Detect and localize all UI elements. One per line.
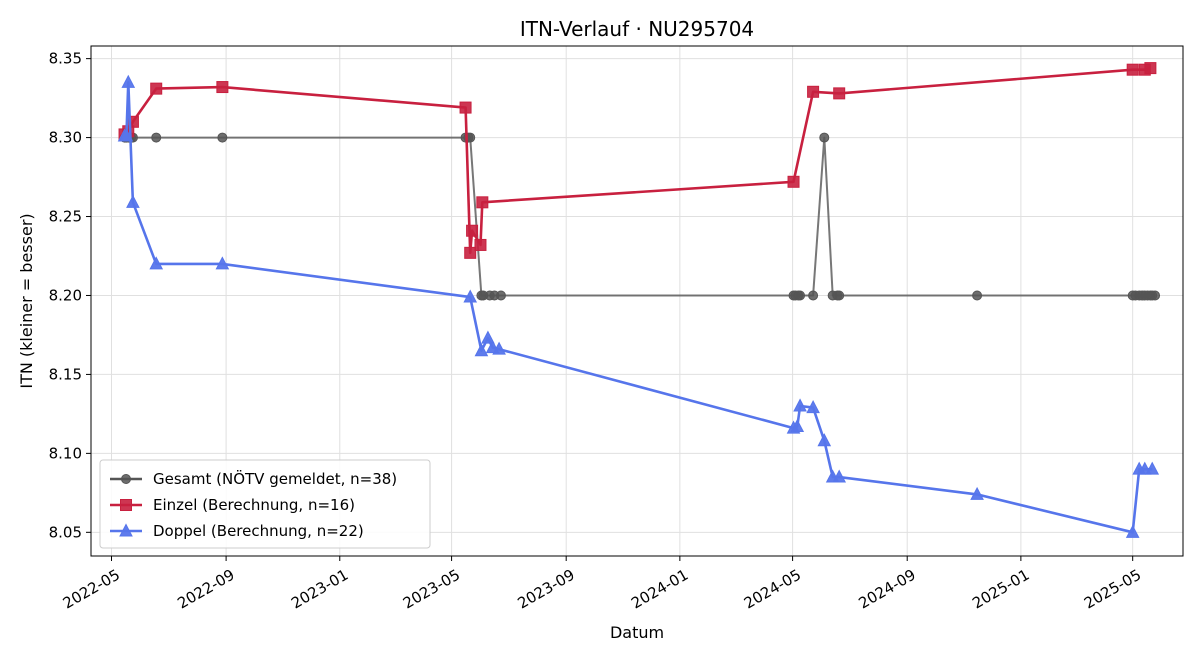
data-point [1150,290,1161,301]
legend-swatch-marker [121,474,131,484]
y-tick-label: 8.20 [49,286,82,304]
data-point [817,433,832,447]
chart-title: ITN-Verlauf · NU295704 [520,17,754,41]
series-triangle [117,74,1160,538]
data-point [972,290,983,301]
data-point [150,82,163,95]
y-tick-label: 8.15 [49,365,82,383]
data-point [1144,62,1157,75]
data-point [832,469,847,483]
legend-label: Einzel (Berechnung, n=16) [153,496,355,514]
data-point [149,256,164,270]
x-tick-label: 2024-05 [741,566,804,613]
data-point [1126,63,1139,76]
series-line [123,66,1151,255]
data-point [217,132,228,143]
y-tick-label: 8.05 [49,523,82,541]
legend-item: Doppel (Berechnung, n=22) [110,522,364,540]
data-point [806,399,820,414]
x-tick-label: 2025-05 [1081,566,1144,613]
data-point [464,246,477,259]
legend-box [99,459,431,549]
legend-swatch-marker [119,523,133,537]
data-point [492,341,506,355]
data-point [833,87,846,100]
x-tick-label: 2022-05 [60,566,123,613]
y-tick-label: 8.30 [49,129,82,147]
x-tick-label: 2024-01 [628,566,691,613]
x-tick-label: 2024-09 [856,566,919,613]
data-point [126,194,140,208]
y-tick-label: 8.35 [49,50,82,68]
series-layer [117,62,1161,538]
legend: Gesamt (NÖTV gemeldet, n=38) Einzel (Bere… [99,459,431,549]
y-tick-label: 8.25 [49,208,82,226]
x-axis: 2022-05 2022-09 2023-01 2023-05 2023-09 2024-… [60,556,1144,613]
legend-label: Gesamt (NÖTV gemeldet, n=38) [153,469,397,488]
data-point [795,290,806,301]
y-tick-label: 8.10 [49,444,82,462]
legend-label: Doppel (Berechnung, n=22) [153,522,364,540]
x-axis-label: Datum [610,623,664,642]
data-point [793,398,807,412]
data-point [495,290,506,301]
data-point [216,81,229,94]
plot-frame [90,45,1184,557]
data-point [808,290,819,301]
legend-item: Gesamt (NÖTV gemeldet, n=38) [110,469,397,488]
data-point [1125,524,1140,538]
data-point [834,290,845,301]
data-point [481,330,495,344]
x-tick-label: 2023-01 [288,566,351,613]
data-point [466,224,479,237]
data-point [807,85,820,98]
legend-item: Einzel (Berechnung, n=16) [110,496,355,514]
x-tick-label: 2025-01 [969,566,1032,613]
data-point [215,256,230,270]
data-point [463,289,478,303]
data-point [459,101,472,114]
data-point [474,343,489,357]
y-axis: 8.05 8.10 8.15 8.20 8.25 8.30 8.35 [49,50,91,541]
data-point [970,486,984,500]
data-point [474,238,487,251]
series-square [118,62,1157,259]
data-point [1145,461,1160,475]
data-point [121,74,136,88]
data-point [151,132,162,143]
x-tick-label: 2023-09 [515,566,578,613]
x-tick-label: 2022-09 [174,566,237,613]
legend-swatch-marker [120,499,132,511]
data-point [476,196,489,209]
data-point [119,128,134,142]
y-axis-label: ITN (kleiner = besser) [17,213,36,388]
x-tick-label: 2023-05 [400,566,463,613]
data-point [819,132,830,143]
data-point [787,175,800,188]
data-point [790,418,805,433]
